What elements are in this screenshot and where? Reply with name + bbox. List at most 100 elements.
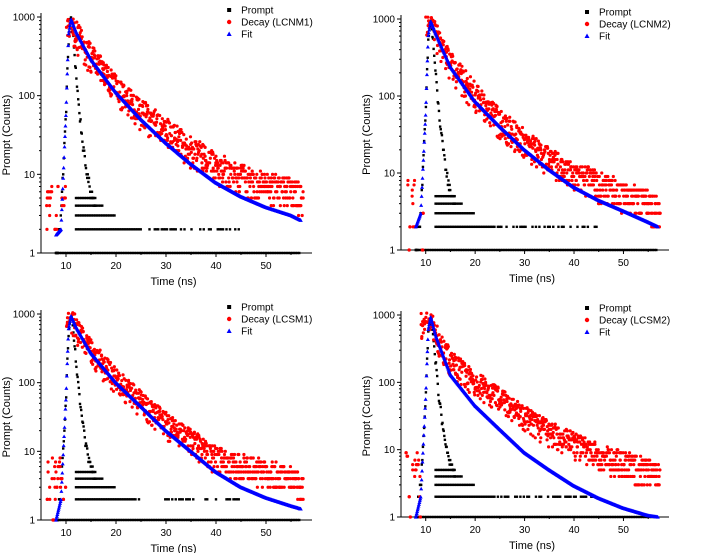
prompt-point bbox=[467, 225, 470, 229]
prompt-point bbox=[82, 146, 85, 149]
prompt-point bbox=[224, 251, 227, 255]
decay-point bbox=[117, 371, 121, 375]
prompt-point bbox=[142, 518, 145, 522]
decay-point bbox=[122, 95, 126, 99]
decay-point bbox=[566, 162, 571, 166]
decay-point bbox=[161, 128, 165, 133]
x-tick-label: 20 bbox=[110, 528, 122, 539]
decay-point bbox=[599, 194, 603, 198]
prompt-point bbox=[203, 518, 206, 522]
decay-point bbox=[86, 68, 90, 72]
prompt-point bbox=[449, 458, 452, 462]
prompt-point bbox=[184, 251, 187, 255]
prompt-point bbox=[520, 225, 524, 229]
prompt-point bbox=[511, 248, 514, 252]
prompt-point bbox=[525, 248, 528, 252]
decay-point bbox=[278, 204, 282, 208]
prompt-point bbox=[443, 225, 446, 229]
decay-point bbox=[547, 157, 552, 162]
prompt-point bbox=[514, 248, 518, 252]
prompt-point bbox=[83, 155, 86, 158]
decay-point bbox=[211, 152, 215, 156]
decay-point bbox=[561, 160, 565, 164]
decay-point bbox=[87, 45, 91, 49]
prompt-point bbox=[179, 498, 183, 501]
prompt-point bbox=[620, 248, 623, 252]
decay-point bbox=[241, 464, 245, 469]
prompt-point bbox=[60, 190, 64, 193]
prompt-point bbox=[91, 518, 94, 522]
decay-point bbox=[615, 188, 619, 192]
decay-point bbox=[542, 171, 546, 175]
y-tick-label: 1 bbox=[29, 516, 35, 527]
prompt-point bbox=[193, 251, 196, 255]
decay-point bbox=[280, 190, 285, 194]
prompt-point bbox=[112, 251, 115, 255]
prompt-point bbox=[112, 518, 115, 522]
prompt-point bbox=[287, 251, 290, 255]
prompt-point bbox=[204, 498, 207, 501]
decay-point bbox=[438, 31, 442, 35]
prompt-point bbox=[472, 225, 475, 229]
prompt-point bbox=[170, 251, 173, 255]
decay-point bbox=[296, 213, 301, 218]
prompt-point bbox=[527, 248, 530, 252]
prompt-point bbox=[220, 228, 223, 231]
decay-point bbox=[231, 180, 236, 184]
decay-point bbox=[504, 119, 508, 123]
decay-point bbox=[549, 165, 554, 169]
prompt-point bbox=[554, 248, 558, 252]
decay-point bbox=[625, 194, 630, 198]
prompt-point bbox=[444, 212, 448, 215]
fit-point bbox=[62, 144, 67, 149]
prompt-point bbox=[102, 214, 106, 217]
prompt-point bbox=[437, 399, 441, 403]
prompt-point bbox=[88, 477, 92, 480]
y-tick-label: 10 bbox=[384, 169, 396, 180]
fit-point bbox=[418, 211, 423, 215]
prompt-point bbox=[187, 251, 191, 255]
decay-point bbox=[474, 91, 478, 95]
decay-point bbox=[130, 386, 134, 390]
prompt-point bbox=[161, 518, 164, 522]
decay-point bbox=[495, 104, 499, 109]
decay-point bbox=[53, 460, 58, 464]
decay-point bbox=[247, 166, 251, 170]
prompt-point bbox=[245, 518, 248, 522]
prompt-point bbox=[448, 212, 451, 215]
prompt-point bbox=[298, 251, 301, 255]
prompt-point bbox=[101, 228, 104, 231]
decay-point bbox=[601, 188, 605, 192]
decay-point bbox=[148, 409, 153, 414]
prompt-point bbox=[179, 251, 182, 255]
prompt-point bbox=[66, 347, 70, 350]
prompt-point bbox=[518, 248, 521, 252]
decay-point bbox=[46, 470, 50, 474]
decay-point bbox=[533, 143, 537, 147]
decay-point bbox=[243, 180, 248, 184]
prompt-point bbox=[534, 248, 537, 252]
prompt-point bbox=[455, 212, 458, 215]
decay-point bbox=[151, 114, 155, 118]
prompt-point bbox=[448, 194, 451, 198]
prompt-point bbox=[72, 331, 75, 334]
prompt-point bbox=[85, 214, 88, 217]
prompt-point bbox=[460, 212, 463, 215]
prompt-point bbox=[226, 518, 229, 522]
decay-point bbox=[208, 161, 212, 165]
decay-point bbox=[438, 36, 443, 40]
prompt-point bbox=[75, 373, 79, 376]
fit-point bbox=[67, 26, 72, 30]
prompt-point bbox=[424, 119, 427, 122]
decay-point bbox=[143, 112, 147, 116]
prompt-point bbox=[557, 225, 560, 229]
prompt-point bbox=[70, 518, 73, 522]
decay-point bbox=[153, 427, 157, 431]
prompt-point bbox=[232, 498, 235, 501]
prompt-point bbox=[431, 248, 435, 252]
prompt-point bbox=[426, 347, 429, 350]
decay-point bbox=[510, 127, 514, 131]
prompt-point bbox=[102, 518, 105, 522]
prompt-point bbox=[159, 251, 163, 255]
prompt-point bbox=[451, 225, 455, 229]
